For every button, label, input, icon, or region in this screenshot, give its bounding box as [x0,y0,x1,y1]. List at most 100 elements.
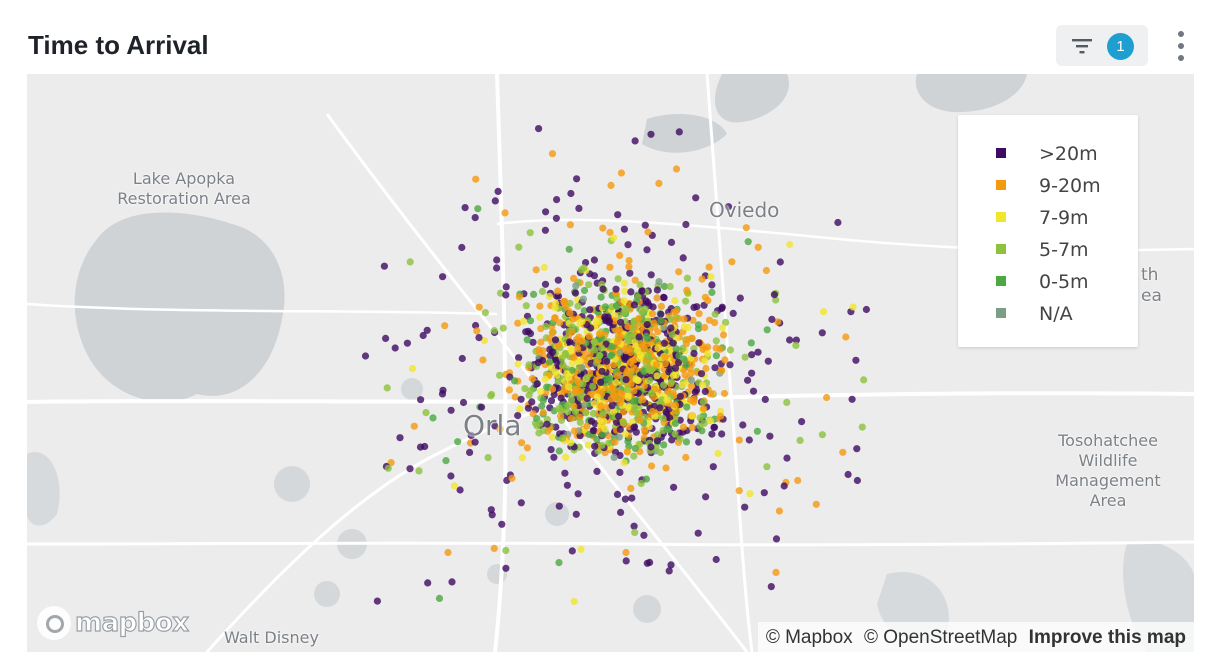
legend-swatch [996,276,1006,286]
improve-map-link[interactable]: Improve this map [1028,627,1186,648]
arrival-point [576,394,584,402]
arrival-point [849,303,857,311]
arrival-point [613,294,621,302]
arrival-point [567,189,575,198]
more-options-icon[interactable] [1170,28,1192,64]
arrival-point [659,414,667,422]
arrival-point [662,464,670,472]
arrival-point [488,390,496,399]
panel-title: Time to Arrival [28,30,209,60]
arrival-point [620,279,629,287]
arrival-point [744,238,752,246]
arrival-point [690,398,698,406]
arrival-point [616,251,624,260]
arrival-point [667,238,676,246]
arrival-point [593,467,601,475]
arrival-point [574,302,582,310]
arrival-point [576,418,584,426]
arrival-point [647,271,655,279]
arrival-point [668,330,676,339]
arrival-point [792,341,800,349]
arrival-point [528,398,536,406]
attribution-mapbox-link[interactable]: © Mapbox [765,627,853,648]
arrival-point [679,254,687,262]
arrival-point [601,425,609,433]
arrival-point [589,383,597,391]
arrival-point [597,378,605,386]
arrival-point [690,349,698,357]
arrival-point [720,389,729,398]
arrival-point [640,382,648,390]
arrival-point [591,346,599,354]
arrival-point [570,274,578,282]
filter-icon [1072,39,1092,54]
arrival-point [429,414,437,422]
mapbox-logo[interactable]: mapbox [37,604,190,640]
arrival-point [620,459,628,467]
arrival-points [361,125,871,606]
arrival-point [572,282,580,290]
legend-label: 5-7m [1039,239,1089,261]
mapbox-logo-icon [37,606,71,640]
arrival-point [623,333,632,341]
arrival-point [573,175,581,183]
arrival-point [624,367,632,375]
arrival-point [671,296,679,305]
arrival-point [608,343,616,351]
arrival-point [540,263,548,271]
arrival-point [597,293,605,301]
arrival-point [515,243,523,251]
arrival-point [780,482,788,490]
map-canvas[interactable]: Lake Apopka Restoration Area Oviedo Orla… [27,74,1194,652]
arrival-point [657,317,665,325]
arrival-point [616,425,624,434]
filter-button[interactable]: 1 [1056,25,1148,66]
arrival-point [753,427,762,435]
lake-jesup [642,114,727,153]
arrival-point [716,345,724,353]
arrival-point [596,416,604,424]
legend-item-0-5m: 0-5m [996,269,1126,293]
arrival-point [772,535,781,543]
legend-label: >20m [1039,143,1098,165]
arrival-point [522,302,530,310]
arrival-point [408,364,417,373]
lake-small-a [274,466,310,502]
arrival-point [766,432,774,440]
arrival-point [471,438,479,446]
arrival-point [581,401,589,409]
arrival-point [672,371,680,379]
arrival-point [708,430,716,438]
arrival-point [653,294,661,302]
arrival-point [384,464,392,472]
arrival-point [655,278,663,286]
arrival-point [768,315,776,323]
arrival-point [692,194,700,202]
arrival-point [548,150,557,158]
arrival-point [638,287,646,295]
arrival-point [657,310,665,318]
arrival-point [648,310,657,318]
arrival-point [424,579,432,587]
lake-small-f [314,581,340,607]
arrival-point [701,387,709,396]
arrival-point [820,308,828,316]
arrival-point [754,348,762,356]
arrival-point [403,339,411,347]
arrival-point [541,226,550,234]
arrival-point [642,332,650,341]
arrival-point [506,373,514,381]
arrival-point [576,387,584,395]
arrival-point [668,378,676,386]
map-attribution: © Mapbox © OpenStreetMap Improve this ma… [757,622,1194,652]
arrival-point [598,344,606,352]
arrival-point [741,353,749,361]
arrival-point [458,243,466,252]
arrival-point [552,214,561,222]
arrival-point [722,318,730,326]
attribution-osm-link[interactable]: © OpenStreetMap [863,627,1018,648]
arrival-point [629,397,637,405]
arrival-point [628,494,636,502]
arrival-point [613,338,622,346]
arrival-point [502,564,510,572]
